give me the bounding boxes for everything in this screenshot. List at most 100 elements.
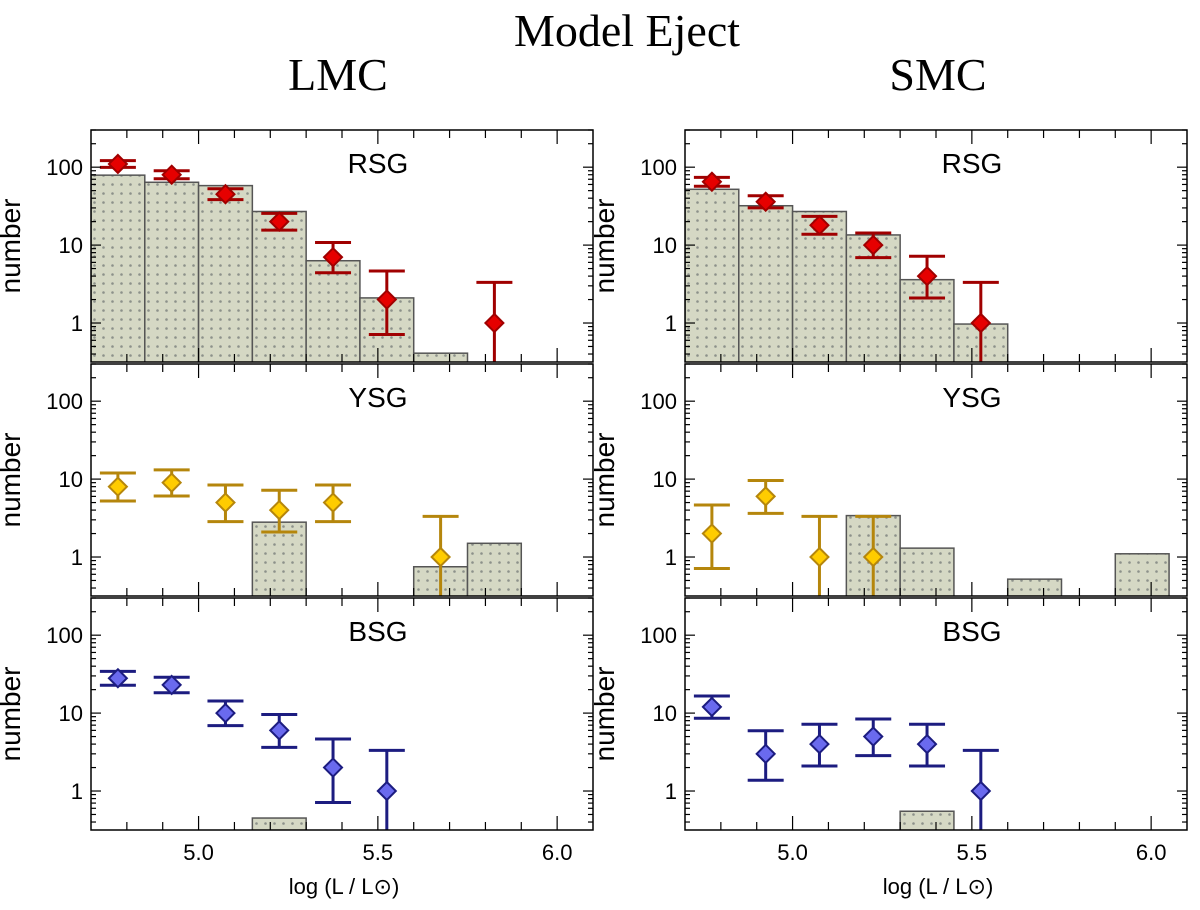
y-tick-label: 10: [653, 701, 677, 726]
data-point-diamond: [809, 214, 830, 236]
y-tick-label: 100: [46, 155, 83, 180]
histogram-bar: [91, 174, 146, 362]
x-tick-label: 6.0: [542, 840, 573, 865]
error-bar: [422, 514, 459, 596]
histogram-bar: [251, 210, 307, 362]
panel-plot-area: [99, 667, 405, 830]
data-point-diamond: [862, 546, 884, 568]
panel-frame: [684, 597, 1188, 831]
data-point-diamond: [322, 757, 344, 778]
panel-label-bsg: BSG: [348, 616, 407, 647]
y-tick-label: 10: [59, 701, 83, 726]
y-tick-label: 1: [71, 779, 83, 804]
data-point-diamond: [107, 153, 129, 175]
y-tick-label: 100: [640, 623, 677, 648]
x-tick-label: 5.5: [957, 840, 988, 865]
y-axis-label: number: [0, 433, 26, 528]
y-axis-label: number: [589, 667, 620, 762]
panel-label-ysg: YSG: [348, 382, 407, 413]
data-point-diamond: [107, 476, 129, 498]
y-tick-label: 100: [46, 389, 83, 414]
y-axis-label: number: [589, 433, 620, 528]
panel-lmc-rsg: 1 10 100 RSG number: [0, 129, 594, 363]
panel-smc-ysg: 1 10 100 YSG number: [589, 363, 1188, 597]
panel-lmc-bsg: 1 10 100 BSG number 5.0 5.5 6.0 log (L / L⊙): [0, 597, 594, 899]
data-point-diamond: [161, 674, 183, 696]
column-title-smc: SMC: [889, 49, 987, 100]
data-point-diamond: [322, 492, 344, 513]
histogram-bar: [685, 188, 740, 362]
y-tick-label: 1: [665, 311, 677, 336]
histogram-bar: [738, 204, 794, 362]
data-point-diamond: [376, 780, 398, 802]
y-tick-label: 1: [71, 311, 83, 336]
data-point-diamond: [107, 667, 129, 689]
histogram-bar: [899, 810, 955, 830]
y-tick-label: 10: [653, 233, 677, 258]
x-axis-label: log (L / L⊙): [289, 874, 400, 899]
panel-plot-area: [91, 153, 513, 362]
x-tick-label: 5.5: [363, 840, 394, 865]
data-point-diamond: [970, 780, 992, 802]
data-point-diamond: [268, 211, 290, 233]
data-point-diamond: [268, 719, 290, 741]
figure-title: Model Eject: [513, 5, 741, 56]
data-point-diamond: [701, 171, 723, 193]
data-point-diamond: [215, 183, 236, 205]
histogram-bar: [1114, 553, 1170, 596]
y-tick-label: 10: [653, 467, 677, 492]
x-axis-label: log (L / L⊙): [883, 874, 994, 899]
data-point-diamond: [916, 265, 938, 287]
data-point-diamond: [862, 726, 884, 747]
x-tick-label: 5.0: [777, 840, 808, 865]
data-point-diamond: [701, 696, 723, 718]
y-axis-label: number: [0, 667, 26, 762]
panel-label-rsg: RSG: [942, 148, 1003, 179]
histogram-bar: [466, 542, 523, 596]
y-axis-label: number: [0, 199, 26, 294]
data-point-diamond: [809, 733, 830, 755]
histogram-bar: [1006, 578, 1063, 596]
histogram-bar: [305, 259, 361, 362]
y-axis-label: number: [589, 199, 620, 294]
data-point-diamond: [215, 702, 236, 724]
data-point-diamond: [755, 743, 777, 765]
data-point-diamond: [161, 164, 183, 186]
y-tick-label: 1: [665, 545, 677, 570]
data-point-diamond: [376, 289, 398, 310]
panel-plot-area: [685, 171, 1009, 362]
data-point-diamond: [701, 523, 723, 544]
histogram-bar: [144, 181, 200, 362]
histogram-bar: [197, 184, 254, 362]
error-bar: [801, 514, 838, 596]
data-point-diamond: [268, 499, 290, 521]
data-point-diamond: [322, 246, 344, 268]
data-point-diamond: [970, 312, 992, 334]
column-title-lmc: LMC: [288, 49, 388, 100]
data-point-diamond: [215, 492, 236, 513]
panel-smc-rsg: 1 10 100 RSG number: [589, 129, 1188, 363]
histogram-bar: [899, 547, 955, 596]
data-point-diamond: [161, 472, 183, 494]
panel-label-bsg: BSG: [942, 616, 1001, 647]
y-tick-label: 100: [46, 623, 83, 648]
panel-lmc-ysg: 1 10 100 YSG number: [0, 363, 594, 597]
data-point-diamond: [755, 485, 777, 507]
data-point-diamond: [916, 733, 938, 755]
panel-plot-area: [693, 694, 999, 830]
panel-frame: [90, 597, 594, 831]
y-tick-label: 1: [71, 545, 83, 570]
data-point-diamond: [809, 546, 830, 568]
panel-plot-area: [693, 478, 1170, 596]
panel-plot-area: [99, 468, 523, 596]
data-point-diamond: [483, 312, 505, 334]
data-point-diamond: [430, 546, 452, 568]
y-tick-label: 1: [665, 779, 677, 804]
panel-label-rsg: RSG: [348, 148, 409, 179]
error-bar: [962, 280, 999, 362]
x-tick-label: 6.0: [1136, 840, 1167, 865]
data-point-diamond: [755, 191, 777, 213]
panel-smc-bsg: 1 10 100 BSG number 5.0 5.5 6.0 log (L / L⊙): [589, 597, 1188, 899]
data-point-diamond: [862, 234, 884, 256]
